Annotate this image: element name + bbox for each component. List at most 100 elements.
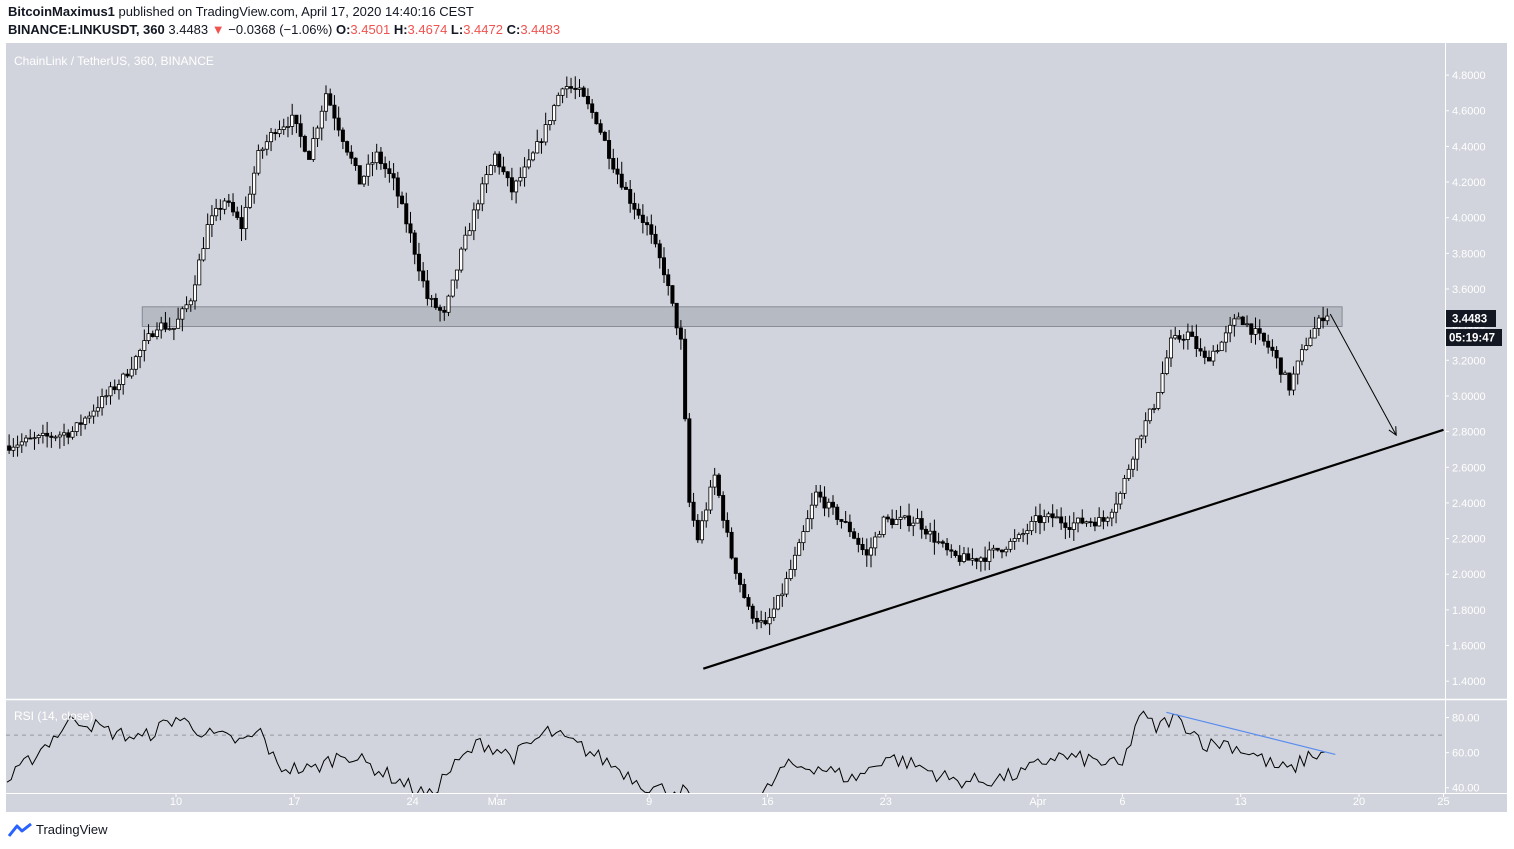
candle: [628, 180, 633, 213]
projection-arrow[interactable]: [1329, 313, 1397, 436]
candle: [1181, 334, 1186, 350]
candle-body-down: [623, 186, 628, 190]
candle-body-down: [585, 95, 590, 105]
candle-body-up: [171, 327, 176, 330]
candle-body-down: [1198, 348, 1203, 352]
candle: [467, 222, 472, 236]
candle: [539, 138, 544, 154]
candle: [62, 423, 67, 447]
candle: [725, 512, 730, 538]
candle: [1135, 438, 1140, 471]
candle-body-up: [209, 215, 214, 225]
candle-body-up: [1295, 360, 1300, 375]
candle-body-down: [632, 202, 637, 210]
price-pane-background[interactable]: [6, 43, 1445, 699]
candle-body-down: [742, 584, 747, 598]
time-axis-background[interactable]: [6, 793, 1507, 812]
footer-brand[interactable]: TradingView: [8, 822, 108, 837]
candle: [657, 239, 662, 269]
candle: [966, 547, 971, 561]
candle-body-up: [801, 531, 806, 544]
candle-body-up: [188, 300, 193, 306]
candle: [784, 571, 789, 598]
candle: [362, 175, 367, 187]
candle-body-up: [116, 383, 121, 391]
candle: [729, 527, 734, 560]
candle-body-down: [602, 131, 607, 141]
price-tick-label: 3.8000: [1452, 248, 1486, 260]
candle-body-down: [628, 189, 633, 204]
rsi-divergence-line[interactable]: [1166, 711, 1336, 755]
candle: [74, 422, 79, 437]
candle-body-up: [1156, 392, 1161, 409]
candle-body-down: [843, 521, 848, 523]
candle: [24, 435, 29, 447]
candle: [1312, 316, 1317, 339]
candle-body-down: [438, 307, 443, 311]
candle: [480, 177, 485, 212]
candle-body-down: [353, 157, 358, 167]
resistance-zone[interactable]: [141, 306, 1343, 327]
candle: [885, 514, 890, 523]
candle: [1278, 357, 1283, 383]
candle-body-down: [404, 203, 409, 225]
candle-body-down: [818, 491, 823, 498]
candle-body-up: [1021, 533, 1026, 536]
candle: [205, 213, 210, 250]
candle-body-up: [771, 608, 776, 618]
candle: [112, 379, 117, 395]
candle: [501, 156, 506, 175]
rsi-pane-background[interactable]: [6, 700, 1445, 793]
candle-body-down: [332, 104, 337, 119]
candle-body-up: [159, 322, 164, 331]
candle-body-down: [653, 233, 658, 245]
candle-body-up: [792, 554, 797, 570]
candle: [776, 595, 781, 611]
price-axis-background[interactable]: [1445, 43, 1507, 793]
candle: [70, 426, 75, 440]
last-price-value: 3.4483: [168, 22, 209, 37]
candle: [36, 433, 41, 445]
candle: [66, 429, 71, 445]
candle: [632, 192, 637, 220]
candle-body-up: [1147, 408, 1152, 422]
high-value: 3.4674: [407, 22, 448, 37]
candle-body-up: [518, 177, 523, 182]
candle: [1164, 350, 1169, 376]
candle-body-up: [1105, 517, 1110, 522]
candle: [378, 147, 383, 170]
candle: [146, 324, 151, 345]
publication-line: BitcoinMaximus1 published on TradingView…: [8, 4, 474, 20]
candle: [425, 269, 430, 306]
rsi-line[interactable]: [6, 710, 1326, 821]
candle: [763, 611, 768, 626]
candle: [387, 160, 392, 183]
time-tick-label: 17: [288, 796, 300, 808]
candle: [1266, 334, 1271, 354]
candle-body-down: [1050, 513, 1055, 519]
candle-body-down: [852, 531, 857, 539]
candle: [1038, 503, 1043, 535]
candle: [357, 165, 362, 185]
candle: [716, 473, 721, 499]
support-trendline[interactable]: [702, 428, 1444, 670]
candle-body-down: [1101, 517, 1106, 522]
symbol-line[interactable]: BINANCE:LINKUSDT, 360: [8, 22, 165, 37]
candle-body-up: [488, 165, 493, 176]
candle-body-up: [788, 568, 793, 579]
candle-body-up: [970, 558, 975, 561]
candle-body-up: [24, 437, 29, 443]
candle: [636, 203, 641, 219]
candle: [856, 532, 861, 553]
candle: [400, 191, 405, 205]
candle: [594, 111, 599, 125]
candle: [1274, 346, 1279, 369]
candle: [704, 502, 709, 528]
author-name[interactable]: BitcoinMaximus1: [8, 4, 115, 19]
candle: [459, 246, 464, 273]
candle-body-up: [184, 304, 189, 310]
candle-body-up: [814, 491, 819, 506]
candle: [1080, 509, 1085, 525]
candle-body-down: [1257, 328, 1262, 334]
